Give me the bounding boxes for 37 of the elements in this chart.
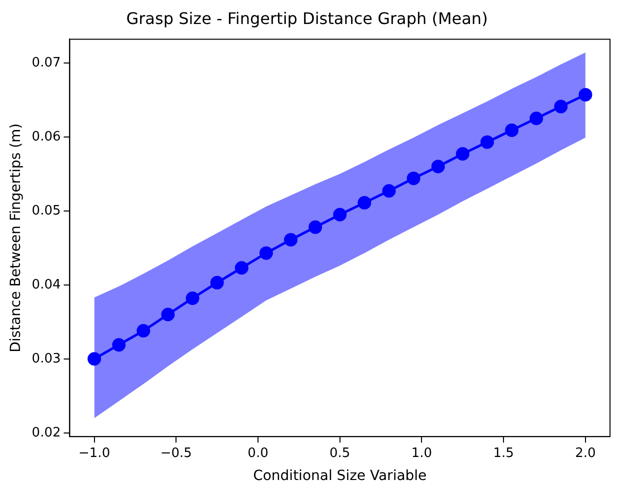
point	[259, 246, 273, 260]
point	[284, 233, 298, 246]
x-tick-label: 2.0	[575, 446, 596, 461]
point	[88, 352, 102, 366]
x-tick-label: 0.0	[248, 446, 268, 461]
point	[136, 324, 150, 338]
chart-title: Grasp Size - Fingertip Distance Graph (Mean)	[126, 8, 488, 28]
x-tick-label: 1.5	[493, 446, 514, 461]
y-tick-label: 0.04	[32, 277, 61, 292]
point	[505, 123, 519, 137]
point	[186, 291, 200, 305]
point	[308, 220, 322, 234]
point	[554, 100, 568, 114]
point	[234, 261, 248, 275]
point	[358, 196, 372, 210]
point	[382, 184, 396, 198]
x-axis-title: Conditional Size Variable	[253, 468, 427, 484]
point	[406, 172, 420, 186]
point	[112, 338, 126, 352]
point	[480, 135, 494, 149]
point	[530, 112, 544, 126]
y-tick-label: 0.05	[32, 203, 61, 218]
point	[431, 160, 445, 174]
x-tick-label: 0.5	[330, 446, 350, 461]
point	[333, 208, 347, 222]
y-tick-label: 0.03	[32, 351, 61, 366]
x-tick-label: −1.0	[78, 446, 110, 461]
x-tick-label: −0.5	[160, 446, 192, 461]
point	[161, 308, 175, 322]
point	[210, 276, 224, 290]
point	[456, 147, 470, 161]
y-tick-label: 0.07	[32, 55, 61, 70]
y-axis-title: Distance Between Fingertips (m)	[8, 123, 24, 352]
y-tick-label: 0.06	[32, 129, 61, 144]
y-tick-label: 0.02	[32, 425, 61, 440]
x-tick-label: 1.0	[411, 446, 432, 461]
point	[578, 88, 592, 102]
